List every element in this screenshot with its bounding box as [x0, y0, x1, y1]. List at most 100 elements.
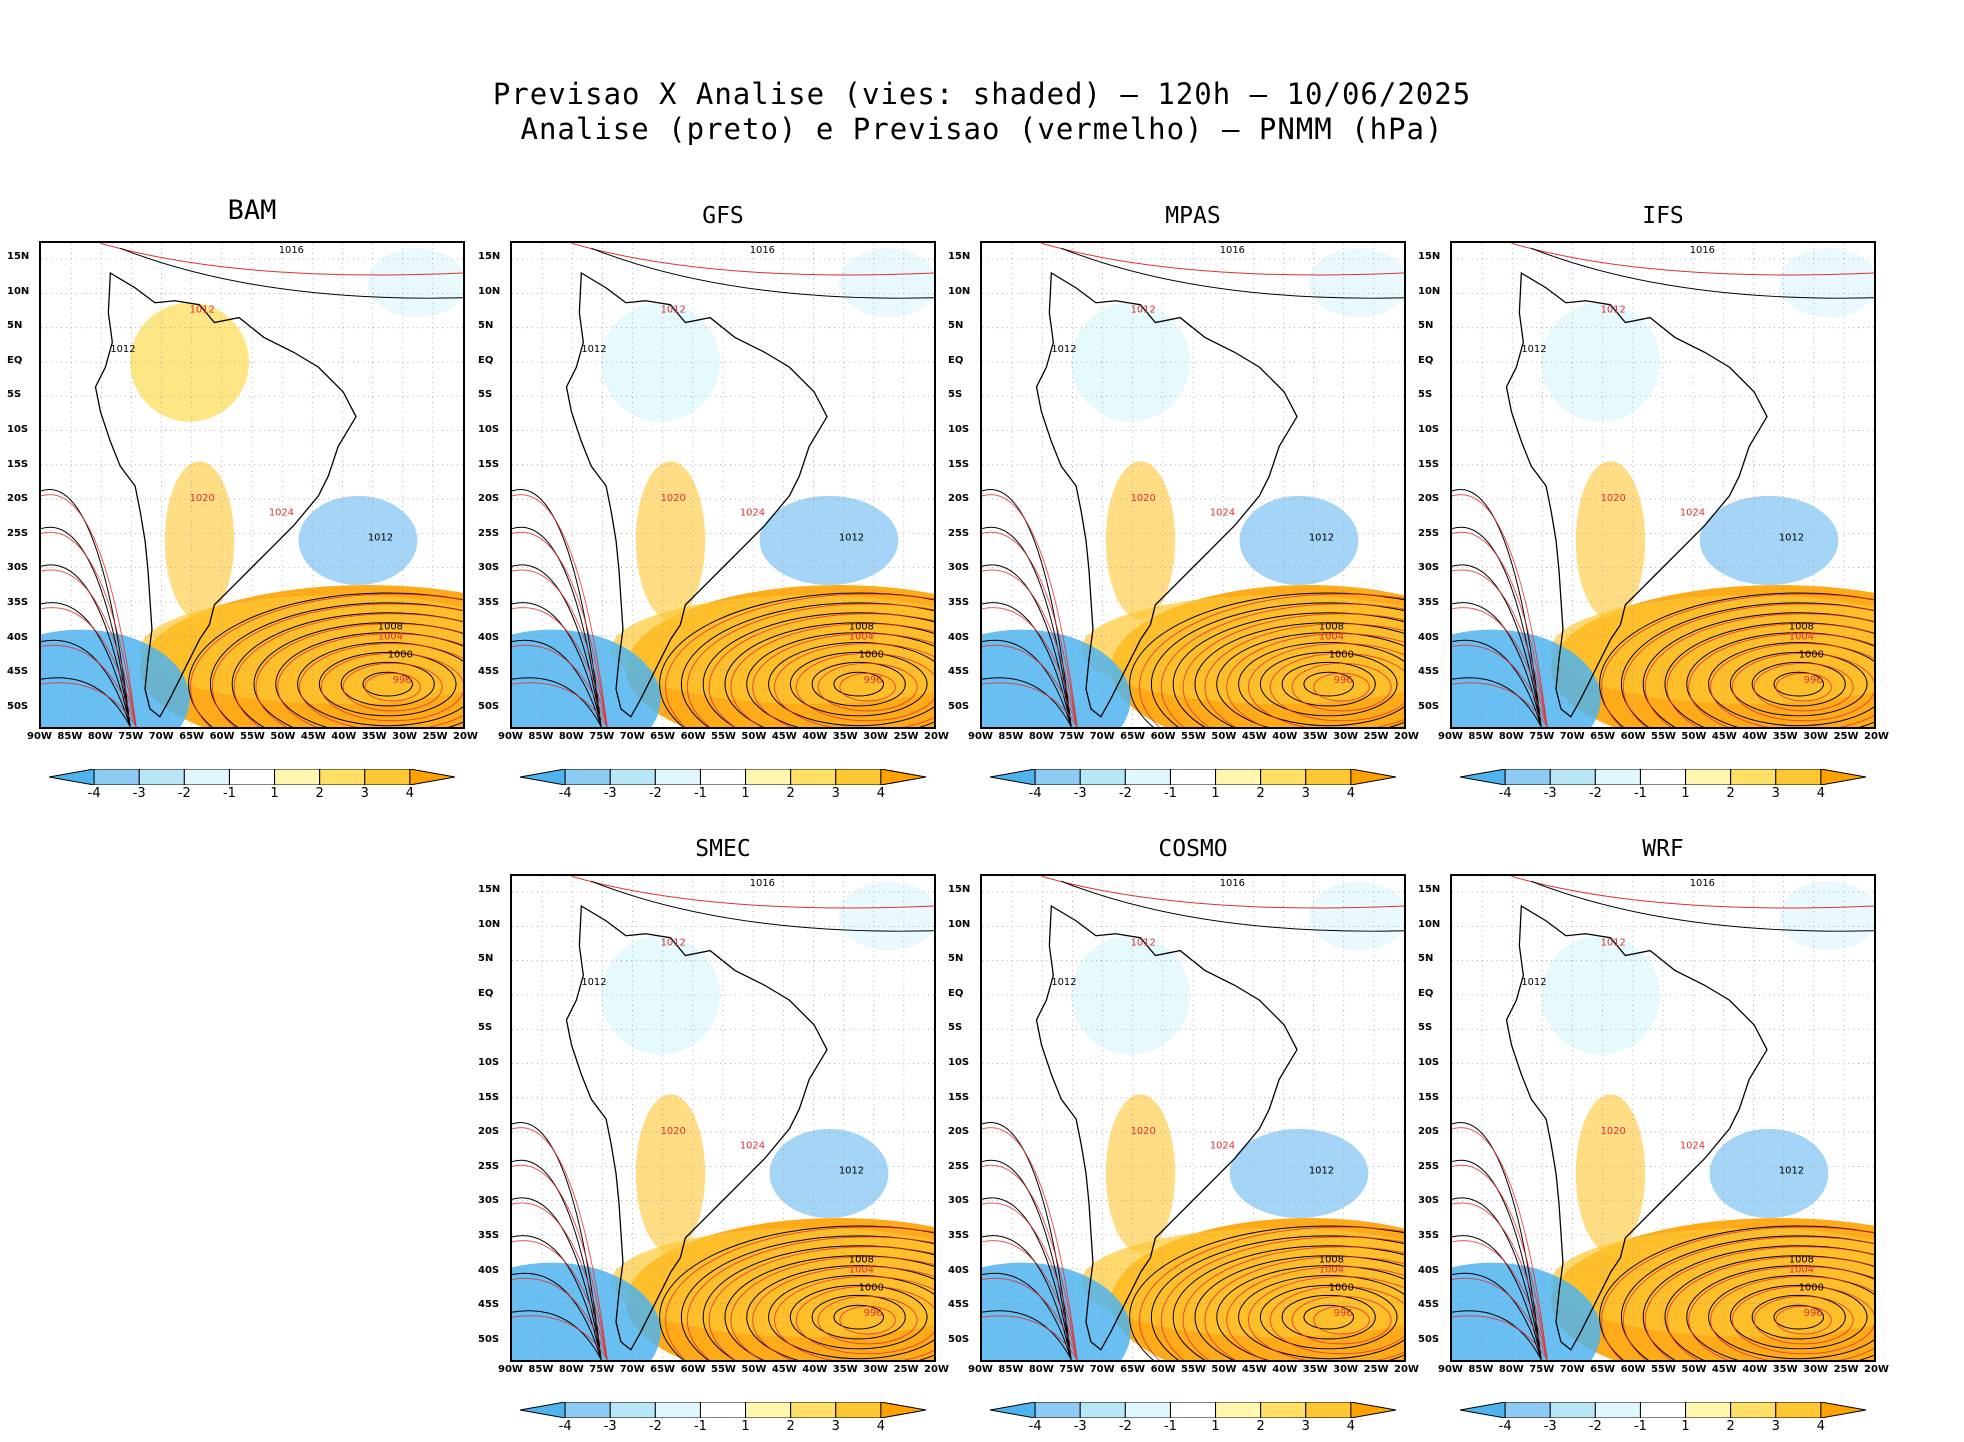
lon-tick-label: 70W: [1559, 1364, 1585, 1375]
colorbar-label: -1: [1163, 786, 1177, 801]
lat-tick-label: 50S: [478, 1333, 500, 1345]
colorbar-label: -3: [603, 1419, 617, 1434]
lat-tick-label: 5S: [948, 1022, 963, 1034]
lat-tick-label: 45S: [1418, 1299, 1440, 1311]
colorbar-label: -4: [558, 786, 572, 801]
isobar-label: 1012: [839, 532, 864, 543]
lat-tick-label: 15N: [7, 251, 30, 262]
isobar-label: 1012: [581, 977, 606, 988]
colorbar-label: -2: [1588, 1419, 1602, 1434]
lat-tick-label: 5S: [1418, 1022, 1433, 1034]
lat-tick-label: 15S: [478, 1091, 500, 1103]
isobar-label: 1004: [378, 632, 403, 643]
isobar-label: 996: [864, 675, 883, 686]
lon-tick-label: 50W: [741, 731, 767, 742]
model-panel-smec: SMEC 1016 1012 1012 1020 1008 1004 1000 996 1012 1…: [478, 834, 949, 1442]
lon-tick-label: 75W: [1529, 731, 1555, 742]
lon-tick-label: 65W: [1120, 731, 1146, 742]
colorbar-label: 2: [786, 1419, 795, 1434]
lon-tick-label: 40W: [1272, 731, 1298, 742]
lat-tick-label: 10N: [1418, 285, 1441, 297]
lon-tick-label: 25W: [893, 1364, 919, 1375]
lat-tick-label: 5N: [7, 320, 23, 332]
lat-tick-label: 5N: [948, 953, 964, 965]
lon-tick-label: 30W: [1333, 1364, 1359, 1375]
colorbar-label: -2: [1118, 1419, 1132, 1434]
lon-tick-label: 75W: [118, 731, 144, 742]
lon-tick-label: 85W: [528, 1364, 554, 1375]
lat-tick-label: 10N: [478, 918, 501, 930]
lat-tick-label: 5S: [478, 389, 493, 401]
colorbar-label: 3: [831, 786, 840, 801]
lat-tick-label: 5N: [1418, 320, 1434, 332]
model-panel-cosmo: COSMO 1016 1012 1012 1020 1008 1004 1000 996 1012…: [948, 834, 1419, 1442]
isobars: [1452, 876, 1874, 1360]
lat-tick-label: 15N: [948, 251, 971, 262]
isobar-label: 1012: [1051, 344, 1076, 355]
lon-tick-label: 50W: [270, 731, 296, 742]
panel-title: COSMO: [1158, 836, 1228, 862]
model-panel-mpas: MPAS 1016 1012 1012 1020 1008 1004 1000 996 1012 1…: [948, 201, 1419, 809]
isobar-label: 1008: [849, 622, 874, 633]
lat-tick-label: 10S: [7, 424, 29, 435]
lon-tick-label: 60W: [1150, 731, 1176, 742]
isobar-label: 1024: [1210, 1141, 1235, 1152]
bias-shading: [512, 881, 934, 1360]
coastline: [1505, 904, 1768, 1351]
lat-tick-label: 10S: [478, 1057, 500, 1068]
colorbar-label: 3: [1771, 786, 1780, 801]
bias-shading: [512, 248, 934, 727]
lat-tick-label: 5S: [1418, 389, 1433, 401]
lon-tick-label: 20W: [924, 1364, 949, 1375]
lat-tick-label: 5N: [478, 320, 494, 332]
isobar-label: 1000: [1799, 649, 1824, 660]
isobars: [41, 243, 463, 727]
pressure-bias-map: 1016 1012 1012 1020 1008 1004 1000 996 1012 1024: [39, 241, 465, 729]
isobar-label: 1016: [1690, 245, 1715, 256]
isobar-label: 1004: [849, 632, 874, 643]
colorbar-label: 3: [1301, 786, 1310, 801]
lat-tick-label: EQ: [1418, 987, 1434, 999]
lon-tick-label: 70W: [619, 731, 645, 742]
lat-tick-label: 40S: [1418, 631, 1440, 643]
lon-tick-label: 55W: [240, 731, 265, 742]
colorbar-label: 2: [1256, 1419, 1265, 1434]
colorbar: -4 -3 -2 -1 1 2 3 4: [989, 1401, 1397, 1436]
colorbar-label: -1: [222, 786, 236, 801]
colorbar-label: -2: [1588, 786, 1602, 801]
colorbar-label: 2: [315, 786, 324, 801]
lat-lon-grid: [512, 243, 934, 727]
lon-tick-label: 50W: [1211, 731, 1237, 742]
colorbar-label: 4: [1816, 786, 1826, 801]
lon-tick-label: 55W: [711, 1364, 736, 1375]
lon-tick-label: 45W: [1711, 1364, 1737, 1375]
colorbar-label: 1: [270, 786, 279, 801]
pressure-bias-map: 1016 1012 1012 1020 1008 1004 1000 996 1012 1024: [980, 874, 1406, 1362]
lat-tick-label: 40S: [948, 631, 970, 643]
lon-tick-label: 55W: [1181, 1364, 1206, 1375]
lat-tick-label: 40S: [478, 631, 500, 643]
coastline: [565, 271, 828, 718]
isobar-label: 1024: [269, 508, 294, 519]
isobar-label: 1000: [1329, 1282, 1354, 1293]
isobar-label: 1012: [1131, 305, 1156, 316]
lon-tick-label: 55W: [1651, 1364, 1676, 1375]
colorbar-label: -4: [1028, 786, 1042, 801]
lat-tick-label: 10N: [478, 285, 501, 297]
isobar-label: 1012: [1521, 977, 1546, 988]
colorbar-label: 1: [741, 1419, 750, 1434]
isobar-label: 996: [1804, 1308, 1823, 1319]
isobar-label: 1008: [1319, 622, 1344, 633]
lon-tick-label: 40W: [1272, 1364, 1298, 1375]
lon-tick-label: 75W: [1529, 1364, 1555, 1375]
lon-tick-label: 55W: [1651, 731, 1676, 742]
lon-tick-label: 80W: [558, 731, 584, 742]
lon-tick-label: 65W: [1120, 1364, 1146, 1375]
colorbar-label: 2: [1256, 786, 1265, 801]
lat-tick-label: 50S: [948, 1333, 970, 1345]
lon-tick-label: 60W: [1620, 731, 1646, 742]
isobar-label: 1004: [1789, 632, 1814, 643]
model-panel-gfs: GFS 1016 1012 1012 1020 1008 1004 1000 996 1012 10…: [478, 201, 949, 809]
colorbar-label: 3: [831, 1419, 840, 1434]
lat-tick-label: 50S: [7, 700, 29, 712]
